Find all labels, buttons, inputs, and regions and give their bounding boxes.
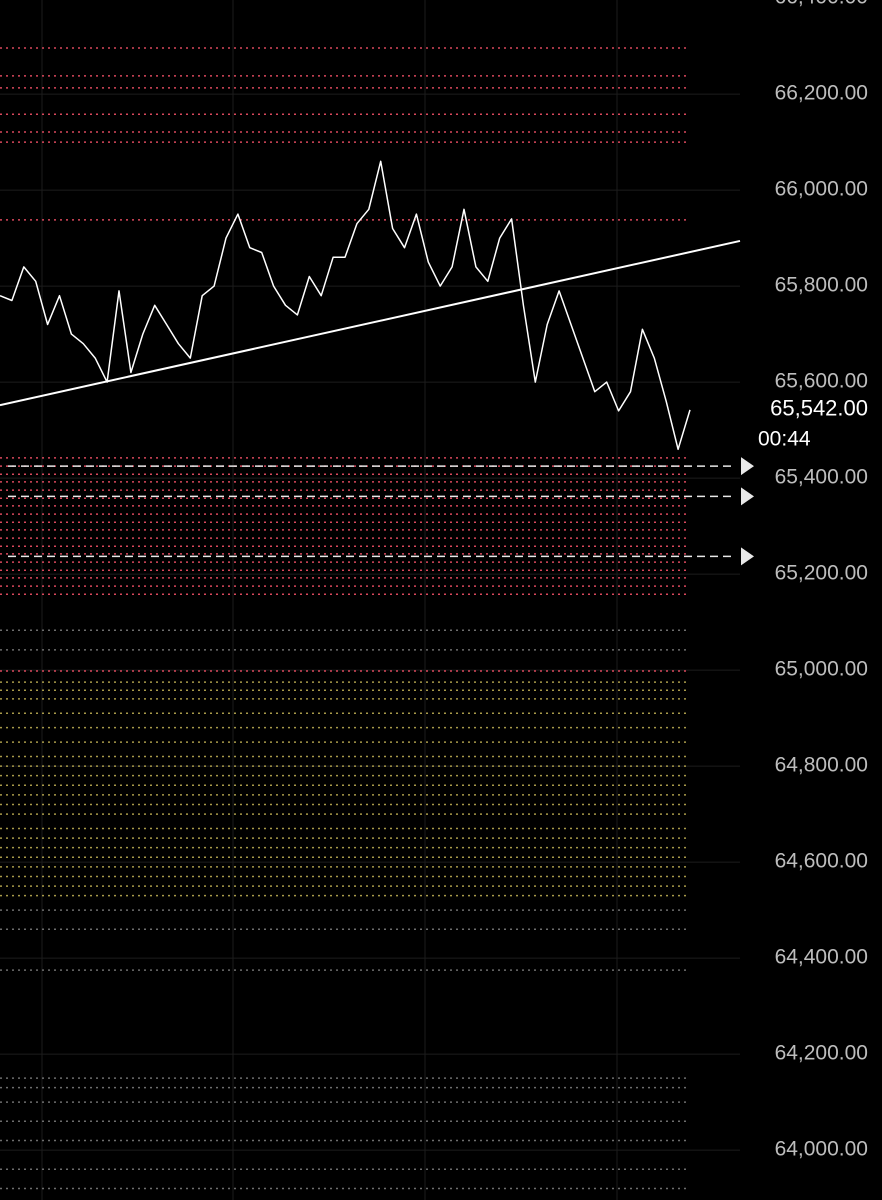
y-tick-label: 66,000.00 <box>775 178 868 201</box>
y-tick-label: 65,000.00 <box>775 658 868 681</box>
y-tick-label: 64,000.00 <box>775 1138 868 1161</box>
y-tick-label: 65,600.00 <box>775 370 868 393</box>
y-tick-label: 64,200.00 <box>775 1042 868 1065</box>
alert-marker <box>741 547 754 566</box>
y-tick-label: 65,800.00 <box>775 274 868 297</box>
y-tick-label: 65,200.00 <box>775 562 868 585</box>
alert-marker <box>741 457 754 476</box>
y-tick-label: 64,400.00 <box>775 946 868 969</box>
countdown: 00:44 <box>758 427 811 450</box>
last-price-label: 65,542.00 <box>770 396 868 421</box>
trendline <box>0 239 741 407</box>
y-tick-label: 65,400.00 <box>775 466 868 489</box>
y-tick-label: 64,600.00 <box>775 850 868 873</box>
alert-marker <box>741 487 754 506</box>
y-tick-label: 64,800.00 <box>775 754 868 777</box>
y-tick-label: 66,200.00 <box>775 82 868 105</box>
y-tick-label: 66,400.00 <box>775 0 868 9</box>
price-line <box>0 160 691 451</box>
